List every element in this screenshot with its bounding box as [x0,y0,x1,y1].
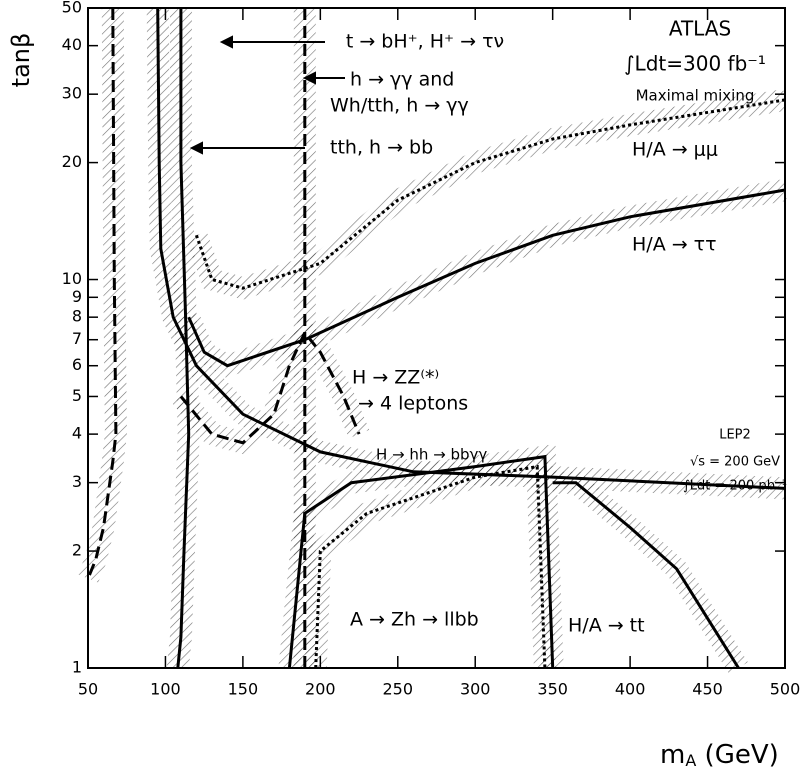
y-tick-label: 3 [72,472,82,491]
annotation: √s = 200 GeV [690,455,780,470]
x-tick-label: 200 [305,680,336,699]
x-tick-label: 450 [692,680,723,699]
x-tick-label: 300 [460,680,491,699]
contour-line [176,8,191,669]
y-tick-label: 10 [62,269,82,288]
x-label-sub: A [685,751,696,770]
annotation: H → ZZ⁽*⁾ [352,367,439,389]
contour-line [179,329,361,445]
annotation: ∫Ldt=300 fb⁻¹ [624,52,766,76]
contour-line [86,7,118,580]
annotation: A → Zh → llbb [350,609,479,631]
x-tick-label: 400 [615,680,646,699]
annotation: → 4 leptons [358,393,468,415]
y-tick-label: 9 [72,287,82,306]
x-tick-label: 150 [228,680,259,699]
annotation: H → hh → bbγγ [376,446,487,464]
y-tick-label: 50 [62,0,82,17]
annotation: H/A → tt [568,615,645,637]
annotation: Wh/tth, h → γγ [330,95,469,117]
x-tick-label: 350 [537,680,568,699]
annotation: t → bH⁺, H⁺ → τν [346,31,504,53]
y-tick-label: 2 [72,541,82,560]
annotation: H/A → μμ [632,139,718,161]
contour-line [314,464,547,669]
y-tick-label: 30 [62,84,82,103]
y-tick-label: 7 [72,329,82,348]
y-tick-label: 1 [72,658,82,677]
y-tick-label: 20 [62,152,82,171]
x-tick-label: 100 [150,680,181,699]
x-tick-label: 50 [78,680,98,699]
y-tick-label: 6 [72,355,82,374]
annotation: tth, h → bb [330,137,433,159]
y-tick-label: 4 [72,424,82,443]
contour-line [194,98,786,290]
contour-band [304,453,556,669]
y-tick-label: 5 [72,386,82,405]
annotation: ∫Ldt = 200 pb⁻¹ [683,479,787,494]
y-tick-label: 40 [62,35,82,54]
x-label-unit: (GeV) [696,740,778,770]
contour-band [552,471,748,674]
x-tick-label: 250 [383,680,414,699]
annotation: Maximal mixing [636,87,755,105]
y-tick-label: 8 [72,307,82,326]
annotation: H/A → ττ [632,234,717,256]
x-label-main: m [660,740,685,770]
plot-frame [87,7,786,669]
x-axis-label: mA (GeV) [660,740,779,770]
annotation: ATLAS [669,17,731,41]
contour-line [552,481,740,669]
contour-line [287,454,555,669]
annotation: h → γγ and [350,69,454,91]
x-tick-label: 500 [770,680,801,699]
arrows [189,35,345,155]
contour-line [187,188,786,368]
annotation: LEP2 [719,428,751,443]
y-axis-label: tanβ [7,33,35,88]
